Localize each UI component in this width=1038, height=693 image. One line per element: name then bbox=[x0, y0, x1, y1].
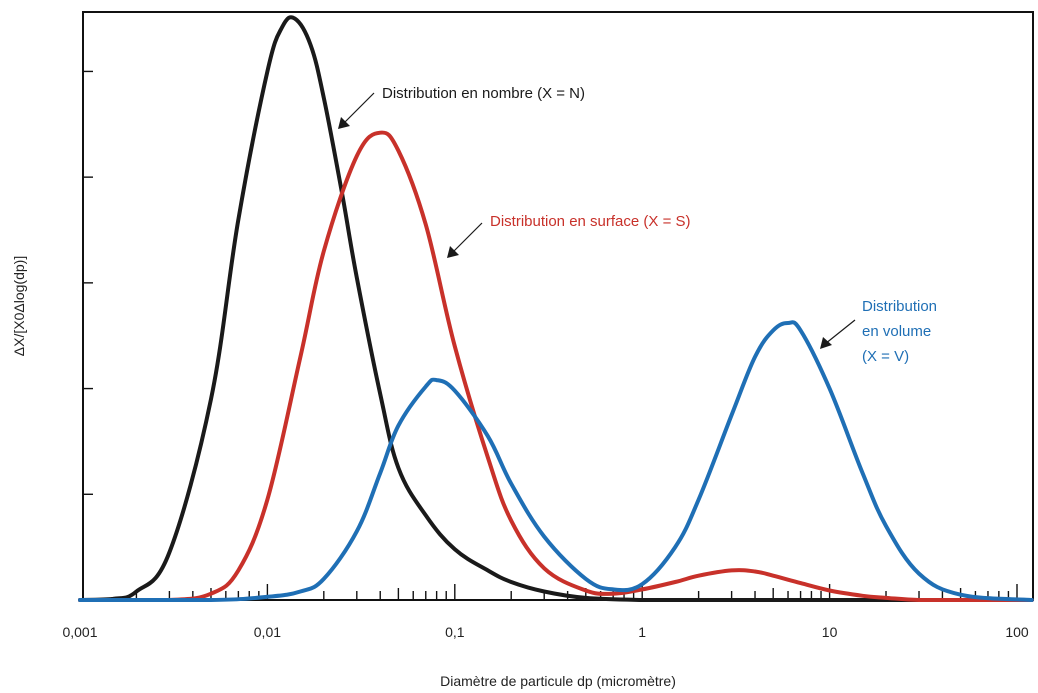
x-axis-title: Diamètre de particule dp (micromètre) bbox=[440, 673, 676, 689]
x-tick-label: 0,1 bbox=[445, 624, 465, 640]
annotation-nombre-arrow bbox=[342, 92, 375, 125]
x-tick-label: 0,001 bbox=[62, 624, 97, 640]
annotation-surface-label: Distribution en surface (X = S) bbox=[490, 213, 691, 230]
x-tick-labels: 0,001 0,01 0,1 1 10 100 bbox=[62, 624, 1028, 640]
annotation-volume-line-1: Distribution bbox=[862, 298, 937, 315]
annotation-volume-label: Distribution en volume (X = V) bbox=[862, 298, 941, 365]
series-curves bbox=[78, 15, 1034, 603]
annotation-nombre-arrowhead bbox=[338, 117, 350, 129]
annotation-surface-arrow bbox=[451, 222, 483, 254]
annotation-volume-arrowhead bbox=[820, 337, 832, 349]
annotation-volume: Distribution en volume (X = V) bbox=[820, 298, 941, 365]
axis-ticks bbox=[83, 70, 1018, 600]
x-tick-label: 100 bbox=[1005, 624, 1029, 640]
x-tick-label: 1 bbox=[638, 624, 646, 640]
annotation-nombre-label: Distribution en nombre (X = N) bbox=[382, 85, 585, 102]
plot-frame bbox=[82, 11, 1034, 601]
annotation-volume-arrow bbox=[824, 319, 856, 345]
annotation-nombre: Distribution en nombre (X = N) bbox=[338, 85, 585, 129]
annotation-volume-line-3: (X = V) bbox=[862, 348, 909, 365]
annotation-surface: Distribution en surface (X = S) bbox=[447, 213, 691, 258]
annotation-surface-arrowhead bbox=[447, 246, 459, 258]
y-axis-title: ΔX/[X0Δlog(dp)] bbox=[11, 256, 27, 356]
annotation-volume-line-2: en volume bbox=[862, 323, 931, 340]
series-surface-curve bbox=[78, 130, 1034, 603]
series-volume-curve bbox=[78, 320, 1034, 603]
x-tick-label: 0,01 bbox=[254, 624, 281, 640]
series-nombre-curve bbox=[78, 15, 1034, 603]
x-tick-label: 10 bbox=[822, 624, 838, 640]
